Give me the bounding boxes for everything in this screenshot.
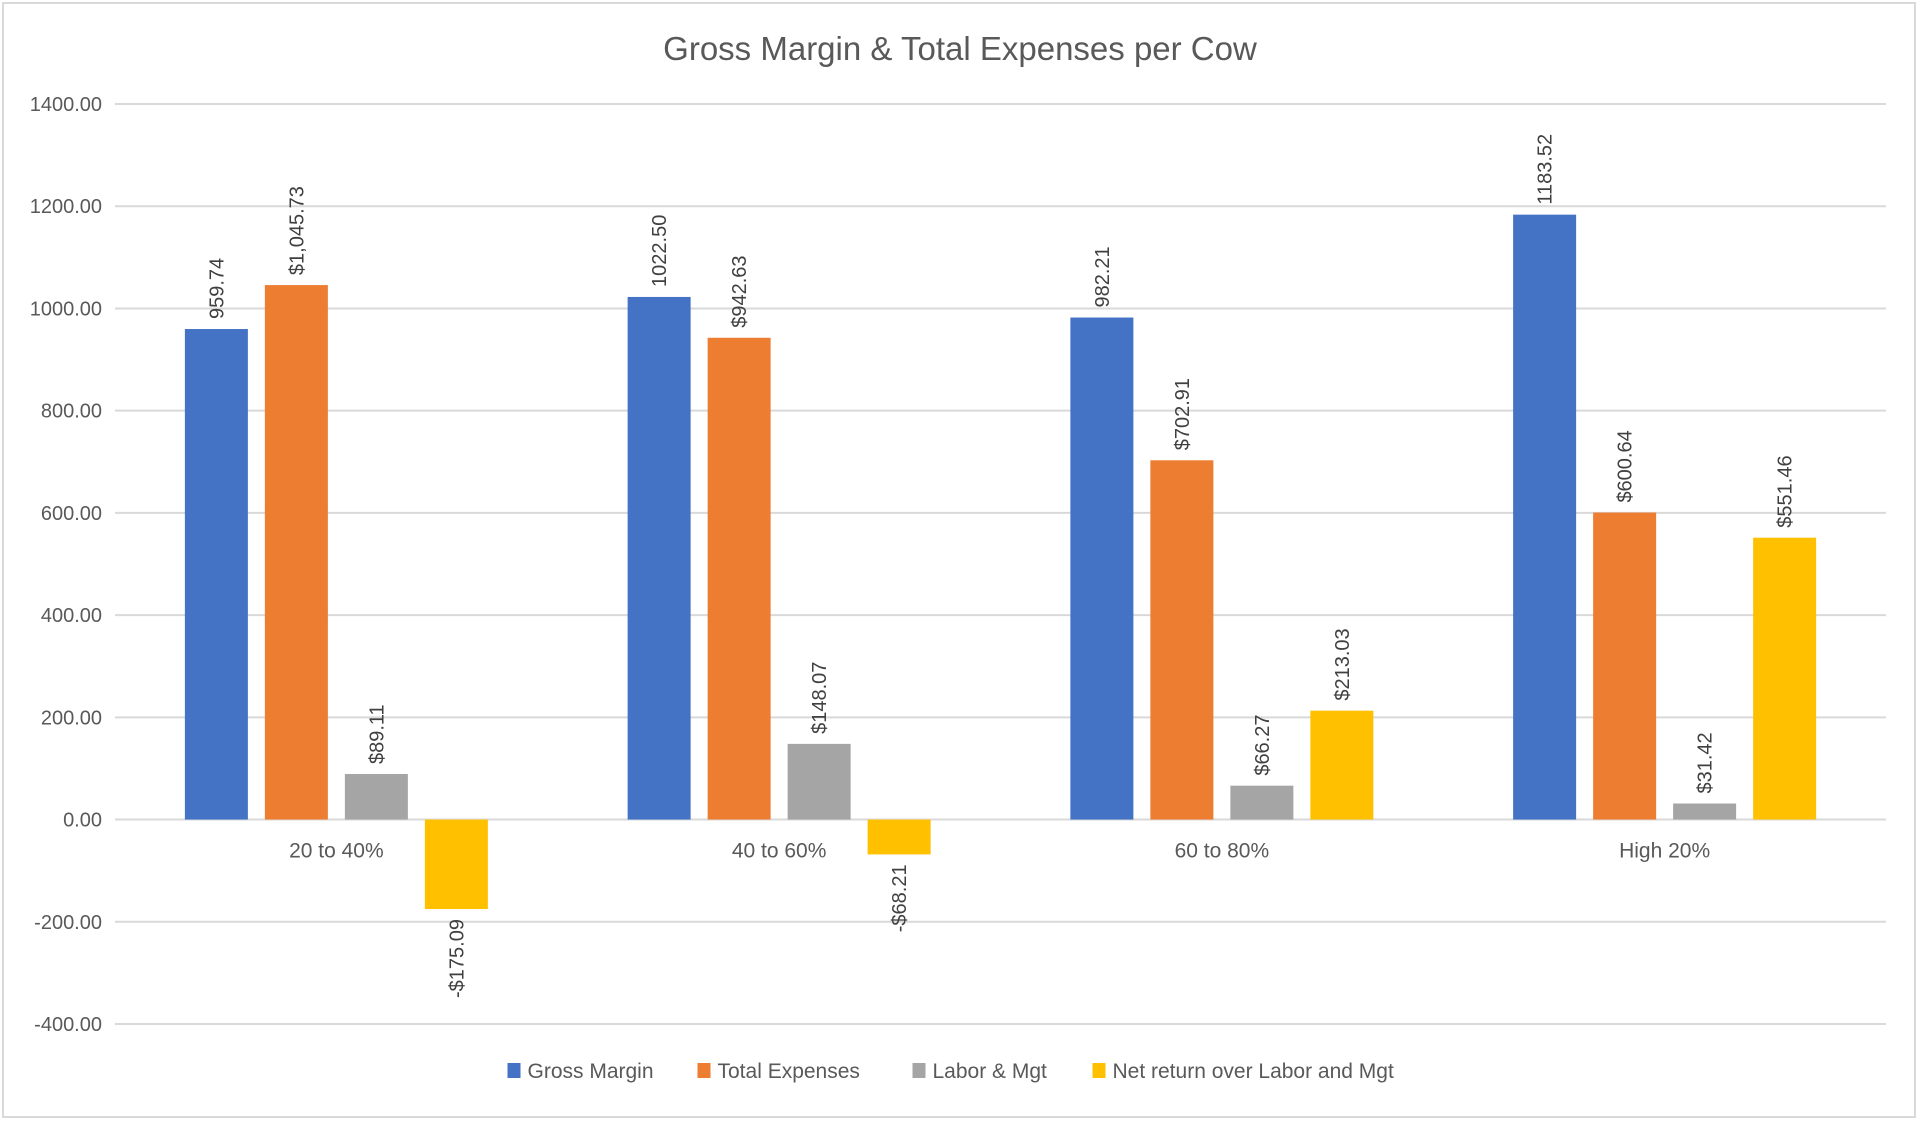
x-axis-category-labels: 20 to 40% 40 to 60% 60 to 80% High 20% [289,840,1710,863]
y-tick-label: 600.00 [41,503,102,525]
y-tick-label: 800.00 [41,401,102,423]
legend-label: Net return over Labor and Mgt [1113,1060,1394,1083]
data-label: $213.03 [1332,628,1354,700]
data-label: $600.64 [1615,430,1637,502]
legend-swatch [912,1063,926,1078]
data-label: $89.11 [366,704,388,764]
bar-labor-mgt [1230,785,1294,820]
bar-net-return-over-labor-and-mgt [1753,537,1817,820]
data-label: $551.46 [1775,455,1797,527]
bar-net-return-over-labor-and-mgt [867,819,931,855]
category-label: 20 to 40% [289,840,384,863]
legend-swatch [1092,1063,1106,1078]
bar-net-return-over-labor-and-mgt [424,819,488,910]
data-label: -$68.21 [889,864,911,932]
data-label: $942.63 [729,255,751,327]
data-label: -$175.09 [446,919,468,998]
bars [184,214,1817,910]
bar-total-expenses [1593,512,1657,820]
data-label: 982.21 [1092,246,1114,307]
data-label: 1183.52 [1535,134,1557,205]
bar-gross-margin [1070,317,1134,820]
legend-item: Gross Margin [507,1060,654,1083]
data-label: $148.07 [809,662,831,734]
bar-gross-margin [627,296,691,820]
bar-gross-margin [1513,214,1577,820]
data-labels: 959.74 $1,045.73 $89.11 -$175.09 1022.50 $942… [206,134,1796,998]
y-tick-label: 1200.00 [30,196,102,218]
bar-net-return-over-labor-and-mgt [1310,710,1374,820]
y-tick-label: 1400.00 [30,94,102,116]
category-label: 40 to 60% [732,840,827,863]
chart-title: Gross Margin & Total Expenses per Cow [663,30,1257,67]
y-tick-label: -400.00 [34,1014,102,1036]
data-label: 1022.50 [649,215,671,287]
y-tick-label: 200.00 [41,707,102,729]
data-label: $66.27 [1252,715,1274,776]
data-label: $31.42 [1695,732,1717,793]
legend-item: Total Expenses [697,1060,860,1083]
legend-label: Total Expenses [718,1060,860,1083]
legend-item: Labor & Mgt [912,1060,1048,1083]
data-label: $1,045.73 [286,186,308,275]
bar-total-expenses [1150,460,1214,820]
legend-label: Labor & Mgt [933,1060,1048,1083]
bar-gross-margin [184,329,248,820]
y-tick-label: 0.00 [63,810,102,832]
bar-total-expenses [707,337,771,820]
bar-labor-mgt [787,743,851,820]
legend: Gross Margin Total Expenses Labor & Mgt Net… [507,1060,1394,1083]
y-tick-label: 400.00 [41,605,102,627]
bar-labor-mgt [1673,803,1737,820]
legend-swatch [507,1063,521,1078]
y-tick-label: -200.00 [34,912,102,934]
data-label: 959.74 [206,258,228,319]
category-label: 60 to 80% [1175,840,1270,863]
legend-item: Net return over Labor and Mgt [1092,1060,1394,1083]
bar-labor-mgt [344,774,408,820]
data-label: $702.91 [1172,378,1194,450]
category-label: High 20% [1619,840,1710,863]
legend-swatch [697,1063,711,1078]
y-tick-label: 1000.00 [30,298,102,320]
y-axis-tick-labels: -400.00 -200.00 0.00 200.00 400.00 600.00 800.… [30,94,102,1036]
gridlines [115,103,1886,1025]
bar-total-expenses [264,285,328,820]
legend-label: Gross Margin [528,1060,654,1083]
